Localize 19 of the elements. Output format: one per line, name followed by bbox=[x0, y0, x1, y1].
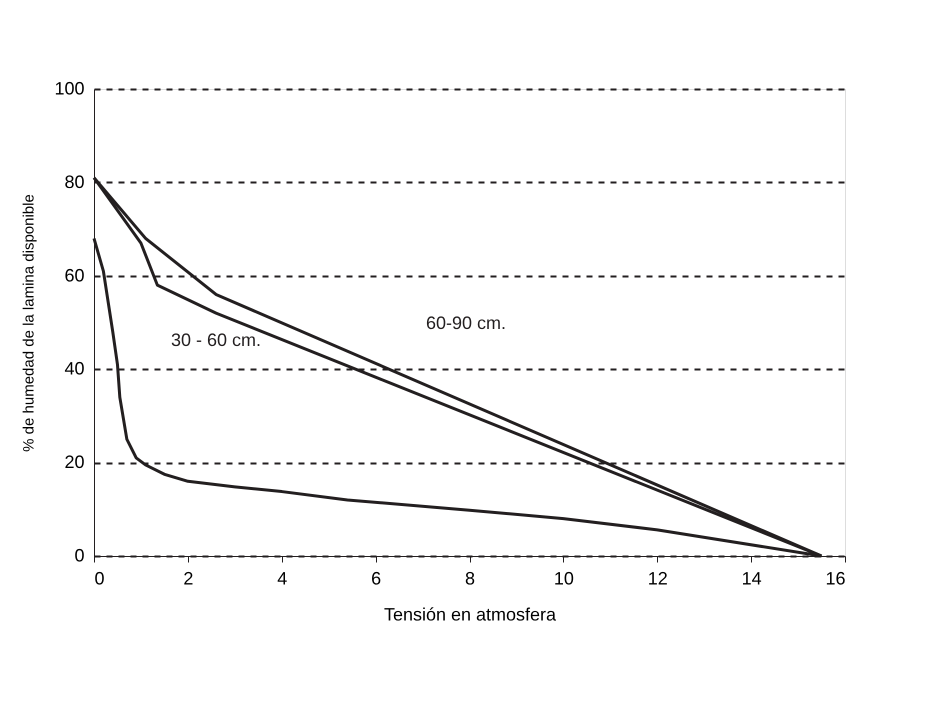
x-tick-label: 12 bbox=[648, 568, 668, 588]
y-tick-label: 100 bbox=[54, 78, 84, 98]
y-tick-label: 0 bbox=[74, 546, 84, 566]
x-tick-label: 2 bbox=[183, 568, 194, 588]
x-axis-title: Tensión en atmosfera bbox=[384, 604, 558, 624]
y-tick-label: 40 bbox=[64, 358, 84, 379]
annotation: 60-90 cm. bbox=[426, 313, 506, 333]
annotation: 30 - 60 cm. bbox=[170, 330, 262, 350]
y-axis-title: % de humedad de la lamina disponible bbox=[20, 194, 38, 452]
x-tick-label: 8 bbox=[464, 568, 476, 588]
y-tick-label: 60 bbox=[64, 265, 84, 286]
x-tick-label: 4 bbox=[277, 568, 288, 588]
y-tick-label: 20 bbox=[64, 452, 84, 472]
x-tick-label: 14 bbox=[742, 568, 762, 588]
x-tick-label: 6 bbox=[371, 568, 382, 588]
x-tick-label: 0 bbox=[94, 568, 105, 588]
x-tick-label: 16 bbox=[825, 568, 846, 588]
x-tick-label: 10 bbox=[554, 568, 574, 588]
y-tick-label: 80 bbox=[64, 172, 84, 192]
